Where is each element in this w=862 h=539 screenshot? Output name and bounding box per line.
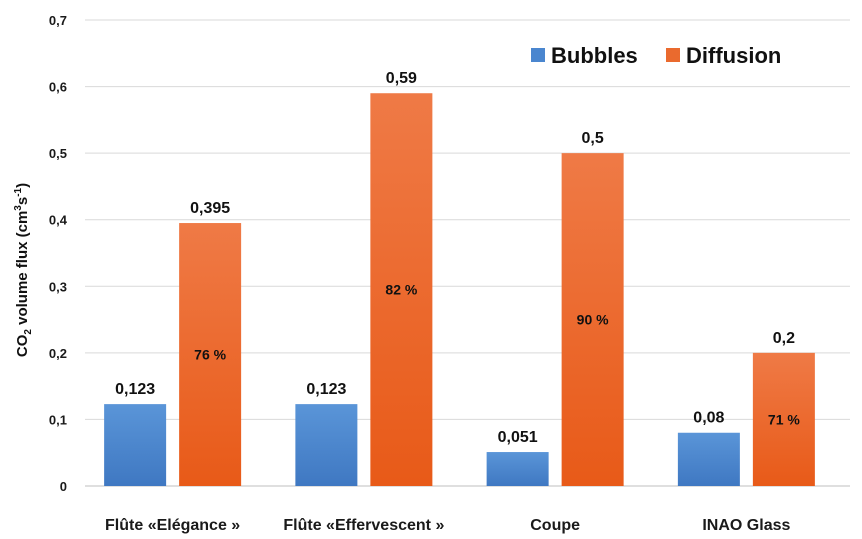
data-label: 0,08 bbox=[693, 410, 724, 427]
data-label: 0,2 bbox=[773, 330, 795, 347]
y-tick-label: 0,4 bbox=[49, 213, 68, 228]
bars bbox=[104, 93, 815, 487]
x-axis-categories: Flûte «Elégance » Flûte «Effervescent » Co… bbox=[105, 517, 790, 534]
percent-label: 82 % bbox=[385, 282, 417, 298]
legend-label: Bubbles bbox=[551, 43, 638, 68]
y-tick-label: 0,5 bbox=[49, 146, 67, 161]
percent-label: 90 % bbox=[577, 312, 609, 328]
legend-label: Diffusion bbox=[686, 43, 781, 68]
y-tick-label: 0,3 bbox=[49, 279, 67, 294]
data-label: 0,123 bbox=[115, 381, 155, 398]
y-tick-label: 0,2 bbox=[49, 346, 67, 361]
bar-diffusion bbox=[370, 93, 433, 486]
bar-diffusion bbox=[752, 352, 815, 486]
bar-bubbles bbox=[104, 404, 167, 486]
data-labels: 0,123 0,395 76 % 0,123 0,59 82 % 0,051 0,5 90 % 0… bbox=[115, 70, 800, 446]
category-label: Coupe bbox=[530, 517, 580, 534]
y-tick-label: 0 bbox=[60, 479, 67, 494]
bar-bubbles bbox=[295, 404, 358, 486]
y-tick-label: 0,6 bbox=[49, 80, 67, 95]
data-label: 0,123 bbox=[306, 381, 346, 398]
data-label: 0,5 bbox=[582, 130, 604, 147]
bar-bubbles bbox=[486, 452, 549, 486]
data-label: 0,051 bbox=[498, 429, 538, 446]
category-label: INAO Glass bbox=[702, 517, 790, 534]
data-label: 0,59 bbox=[386, 70, 417, 87]
bar-bubbles bbox=[677, 432, 740, 486]
y-axis-ticks: 0 0,1 0,2 0,3 0,4 0,5 0,6 0,7 bbox=[49, 13, 68, 494]
percent-label: 71 % bbox=[768, 411, 800, 427]
legend-swatch-diffusion bbox=[666, 48, 680, 62]
legend: Bubbles Diffusion bbox=[531, 43, 781, 68]
percent-label: 76 % bbox=[194, 347, 226, 363]
data-label: 0,395 bbox=[190, 200, 230, 217]
category-label: Flûte «Elégance » bbox=[105, 517, 240, 534]
bar-diffusion bbox=[561, 153, 624, 486]
legend-swatch-bubbles bbox=[531, 48, 545, 62]
category-label: Flûte «Effervescent » bbox=[283, 517, 444, 534]
y-tick-label: 0,7 bbox=[49, 13, 67, 28]
y-tick-label: 0,1 bbox=[49, 412, 67, 427]
bar-diffusion bbox=[179, 223, 242, 487]
y-axis-label: CO2 volume flux (cm3s-1) bbox=[13, 183, 34, 357]
